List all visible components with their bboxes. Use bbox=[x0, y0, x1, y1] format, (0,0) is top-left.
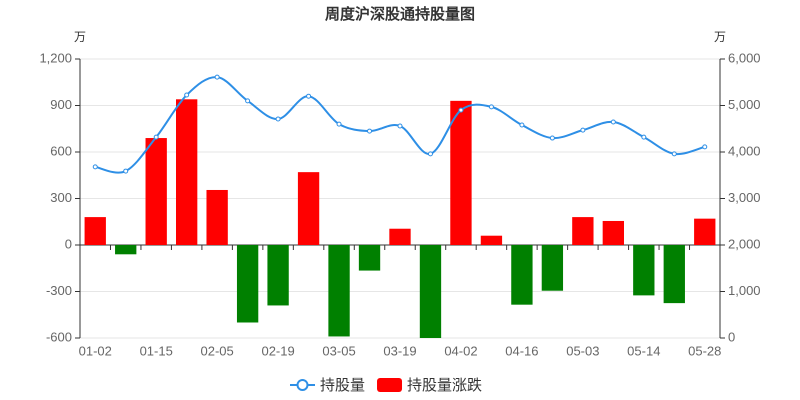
line-point bbox=[214, 74, 220, 80]
x-tick-label: 01-02 bbox=[79, 343, 112, 358]
y2-tick-label: 2,000 bbox=[728, 236, 761, 251]
y-tick-label: 600 bbox=[50, 143, 72, 158]
bar bbox=[145, 138, 167, 245]
legend-item: 持股量 bbox=[290, 377, 365, 394]
bar bbox=[602, 220, 624, 245]
x-tick-label: 05-28 bbox=[688, 343, 721, 358]
line-point bbox=[671, 151, 677, 157]
x-tick-label: 03-05 bbox=[322, 343, 355, 358]
legend-swatch bbox=[377, 378, 403, 392]
y-tick-label: 900 bbox=[50, 97, 72, 112]
y-tick-label: 300 bbox=[50, 190, 72, 205]
line-point bbox=[488, 104, 494, 110]
y2-axis-unit: 万 bbox=[714, 30, 726, 44]
bar bbox=[694, 218, 716, 245]
line-point bbox=[397, 123, 403, 129]
bar bbox=[176, 99, 198, 245]
x-tick-label: 02-05 bbox=[201, 343, 234, 358]
line-point bbox=[153, 134, 159, 140]
line-point bbox=[549, 135, 555, 141]
x-tick-label: 02-19 bbox=[261, 343, 294, 358]
line-point bbox=[123, 168, 129, 174]
bar bbox=[572, 217, 594, 245]
line-point bbox=[458, 107, 464, 113]
bar bbox=[115, 245, 137, 255]
y2-tick-label: 0 bbox=[728, 329, 735, 344]
x-tick-label: 05-03 bbox=[566, 343, 599, 358]
bar bbox=[358, 245, 381, 271]
legend-item: 持股量涨跌 bbox=[377, 377, 482, 394]
y-tick-label: -600 bbox=[46, 329, 72, 344]
bar bbox=[236, 245, 259, 323]
y2-tick-label: 5,000 bbox=[728, 97, 761, 112]
bar bbox=[511, 245, 533, 305]
bar bbox=[419, 245, 442, 338]
x-tick-label: 04-02 bbox=[444, 343, 477, 358]
bar bbox=[450, 100, 472, 245]
y2-tick-label: 4,000 bbox=[728, 143, 761, 158]
line-point bbox=[336, 121, 342, 127]
line-point bbox=[580, 127, 586, 133]
chart-title: 周度沪深股通持股量图 bbox=[325, 5, 475, 23]
x-tick-label: 05-14 bbox=[627, 343, 660, 358]
line-point bbox=[306, 93, 312, 99]
bar bbox=[267, 245, 289, 306]
y2-tick-label: 6,000 bbox=[728, 50, 761, 65]
x-tick-label: 04-16 bbox=[505, 343, 538, 358]
line-point bbox=[184, 92, 190, 98]
line-point bbox=[245, 98, 251, 104]
legend-swatch bbox=[296, 379, 309, 391]
legend-label: 持股量涨跌 bbox=[407, 377, 482, 394]
line-point bbox=[610, 119, 616, 125]
legend-label: 持股量 bbox=[320, 377, 365, 394]
line-point bbox=[275, 116, 281, 122]
y2-tick-label: 3,000 bbox=[728, 190, 761, 205]
y2-tick-label: 1,000 bbox=[728, 283, 761, 298]
line-point bbox=[427, 151, 433, 157]
x-tick-label: 03-19 bbox=[383, 343, 416, 358]
line-point bbox=[519, 122, 525, 128]
bar bbox=[663, 245, 685, 304]
bar bbox=[480, 235, 503, 245]
bar bbox=[389, 228, 411, 245]
line-point bbox=[92, 164, 98, 170]
bar bbox=[633, 245, 655, 296]
bar bbox=[84, 217, 106, 245]
bar bbox=[541, 245, 564, 291]
x-tick-label: 01-15 bbox=[140, 343, 173, 358]
line-point bbox=[702, 144, 708, 150]
bar bbox=[297, 172, 320, 245]
y-tick-label: -300 bbox=[46, 283, 72, 298]
y-tick-label: 0 bbox=[65, 236, 72, 251]
y-axis-unit: 万 bbox=[74, 30, 86, 44]
line-point bbox=[367, 128, 373, 134]
y-tick-label: 1,200 bbox=[39, 50, 72, 65]
bar bbox=[206, 189, 228, 245]
bar bbox=[328, 245, 350, 337]
line-point bbox=[641, 134, 647, 140]
